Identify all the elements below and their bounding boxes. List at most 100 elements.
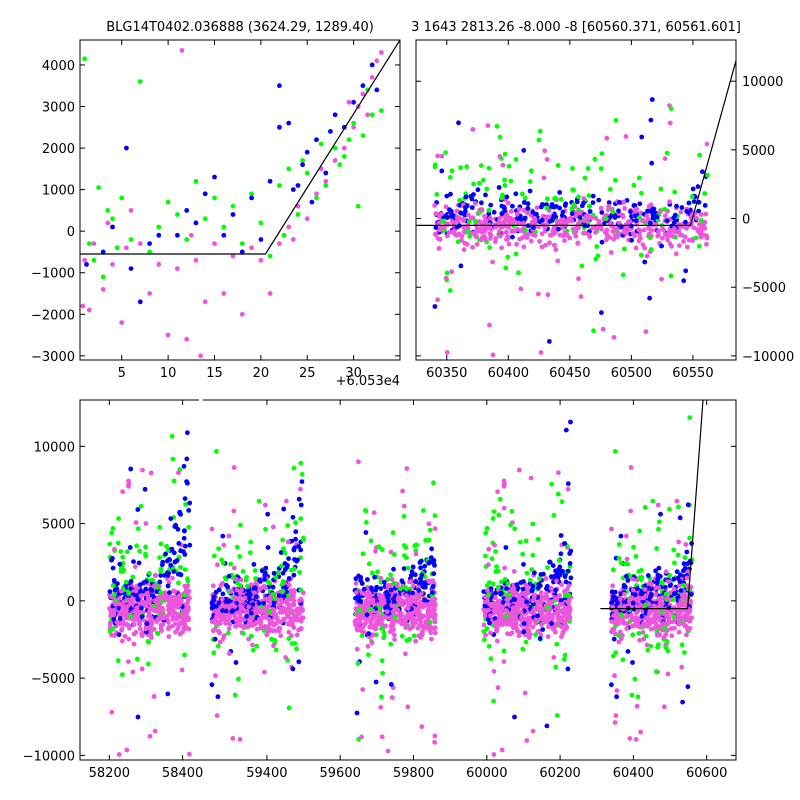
- data-point: [523, 227, 528, 233]
- data-point: [156, 262, 162, 267]
- data-point: [391, 552, 397, 557]
- data-point: [277, 183, 282, 188]
- data-point: [298, 547, 304, 553]
- data-point: [552, 243, 557, 248]
- data-point: [181, 463, 187, 469]
- data-point: [408, 573, 414, 578]
- data-point: [107, 589, 113, 594]
- data-point: [405, 704, 411, 710]
- data-point: [166, 619, 171, 625]
- data-point: [292, 613, 297, 619]
- data-point: [432, 162, 438, 168]
- data-point: [413, 579, 418, 585]
- data-point: [422, 597, 427, 603]
- data-point: [504, 613, 509, 619]
- data-point: [237, 737, 243, 742]
- x-tick-label: 58200: [89, 766, 130, 781]
- data-point: [653, 568, 658, 574]
- data-point: [148, 470, 154, 476]
- data-point: [423, 622, 429, 627]
- data-point: [421, 508, 426, 513]
- y-tick-label: −2000: [31, 308, 75, 323]
- data-point: [663, 645, 669, 650]
- data-point: [562, 541, 567, 546]
- data-point: [683, 268, 689, 274]
- data-point: [524, 570, 530, 576]
- data-point: [217, 639, 223, 645]
- data-point: [418, 558, 424, 564]
- data-point: [448, 191, 453, 197]
- data-point: [671, 596, 677, 602]
- data-point: [175, 266, 180, 271]
- data-point: [159, 562, 165, 568]
- data-point: [267, 253, 273, 259]
- data-point: [528, 238, 534, 244]
- data-point: [609, 600, 614, 606]
- data-point: [573, 233, 579, 239]
- data-point: [210, 583, 216, 589]
- data-point: [482, 218, 487, 224]
- data-point: [510, 592, 516, 598]
- data-point: [418, 576, 423, 581]
- data-point: [443, 275, 449, 281]
- data-point: [185, 600, 191, 606]
- data-point: [418, 613, 424, 618]
- data-point: [146, 639, 152, 645]
- y-tick-label: 5000: [742, 144, 775, 159]
- data-point: [581, 200, 586, 206]
- data-point: [486, 592, 491, 598]
- data-point: [158, 573, 164, 578]
- data-point: [522, 690, 528, 696]
- data-point: [232, 604, 238, 609]
- data-point: [247, 596, 252, 601]
- data-point: [391, 603, 397, 609]
- data-point: [576, 194, 581, 200]
- data-point: [184, 208, 190, 213]
- data-point: [215, 643, 221, 649]
- data-point: [497, 233, 503, 239]
- data-point: [286, 602, 292, 608]
- data-point: [611, 636, 617, 642]
- data-point: [654, 214, 660, 220]
- data-point: [465, 229, 470, 235]
- data-point: [559, 213, 565, 218]
- data-point: [696, 243, 702, 249]
- data-point: [182, 583, 188, 589]
- data-point: [625, 578, 631, 583]
- data-point: [647, 220, 653, 226]
- data-point: [385, 577, 391, 582]
- data-point: [552, 196, 557, 202]
- data-point: [546, 624, 551, 630]
- data-point: [160, 622, 166, 627]
- data-point: [585, 166, 591, 171]
- data-point: [537, 576, 542, 581]
- data-point: [630, 587, 636, 593]
- data-point: [149, 588, 155, 593]
- data-point: [388, 682, 394, 687]
- data-point: [165, 573, 171, 578]
- data-point: [532, 215, 537, 221]
- data-point: [209, 605, 215, 611]
- data-point: [119, 627, 125, 633]
- data-point: [662, 206, 668, 212]
- data-point: [256, 600, 262, 606]
- data-point: [488, 236, 493, 241]
- top-left-panel: 5 10 15 20 25 30−3000−2000−100001000200030004…: [31, 39, 401, 381]
- data-point: [540, 213, 546, 219]
- data-point: [239, 311, 245, 317]
- data-point: [539, 217, 545, 223]
- data-point: [629, 237, 634, 243]
- data-point: [271, 591, 277, 597]
- data-point: [680, 699, 685, 705]
- data-point: [409, 594, 415, 600]
- data-point: [278, 606, 284, 612]
- data-point: [249, 582, 254, 587]
- data-point: [562, 238, 567, 243]
- data-point: [115, 540, 121, 546]
- data-point: [521, 629, 527, 635]
- data-point: [651, 625, 657, 631]
- data-point: [546, 610, 551, 615]
- data-point: [653, 669, 659, 674]
- data-point: [278, 550, 284, 555]
- data-point: [627, 218, 632, 224]
